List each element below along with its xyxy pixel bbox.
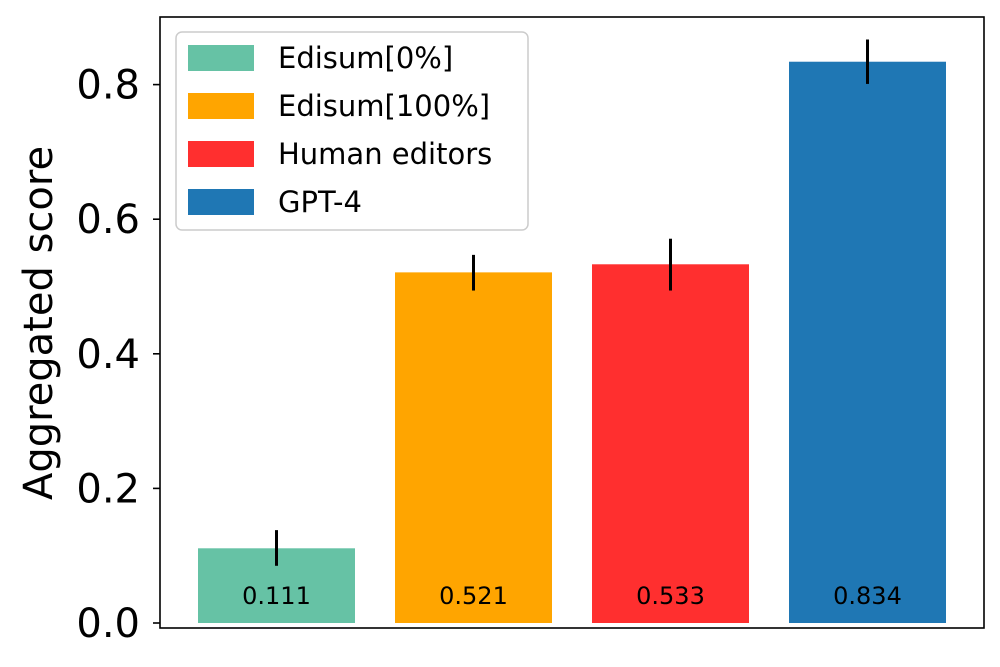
legend-frame — [175, 31, 529, 231]
y-tick-label: 0.6 — [76, 197, 140, 243]
error-bars-layer — [275, 39, 869, 566]
legend-label: GPT-4 — [278, 185, 362, 219]
legend-label: Human editors — [278, 137, 492, 171]
bar-value-label: 0.834 — [833, 582, 902, 610]
bar-value-label: 0.533 — [636, 582, 705, 610]
bar — [789, 61, 946, 623]
y-tick-label: 0.2 — [76, 466, 140, 512]
data-labels-layer: 0.111 0.521 0.533 0.834 — [242, 582, 902, 610]
legend-swatch — [188, 45, 254, 71]
bar — [395, 272, 552, 623]
legend-swatch — [188, 189, 254, 215]
y-tick-label: 0.0 — [76, 601, 140, 647]
bar-value-label: 0.111 — [242, 582, 311, 610]
bars-layer — [198, 61, 946, 623]
y-tick-label: 0.8 — [76, 63, 140, 109]
y-tick-label: 0.4 — [76, 332, 140, 378]
legend: Edisum[0%] Edisum[100%] Human editors GPT-4 — [175, 31, 529, 231]
bar — [592, 264, 749, 623]
bar-value-label: 0.521 — [439, 582, 508, 610]
y-axis-title: Aggregated score — [16, 146, 62, 500]
legend-label: Edisum[0%] — [278, 41, 453, 75]
plot-frame — [159, 16, 985, 629]
legend-swatch — [188, 93, 254, 119]
legend-label: Edisum[100%] — [278, 89, 490, 123]
y-axis-ticks: 0.0 0.2 0.4 0.6 0.8 — [76, 63, 160, 647]
legend-swatch — [188, 141, 254, 167]
